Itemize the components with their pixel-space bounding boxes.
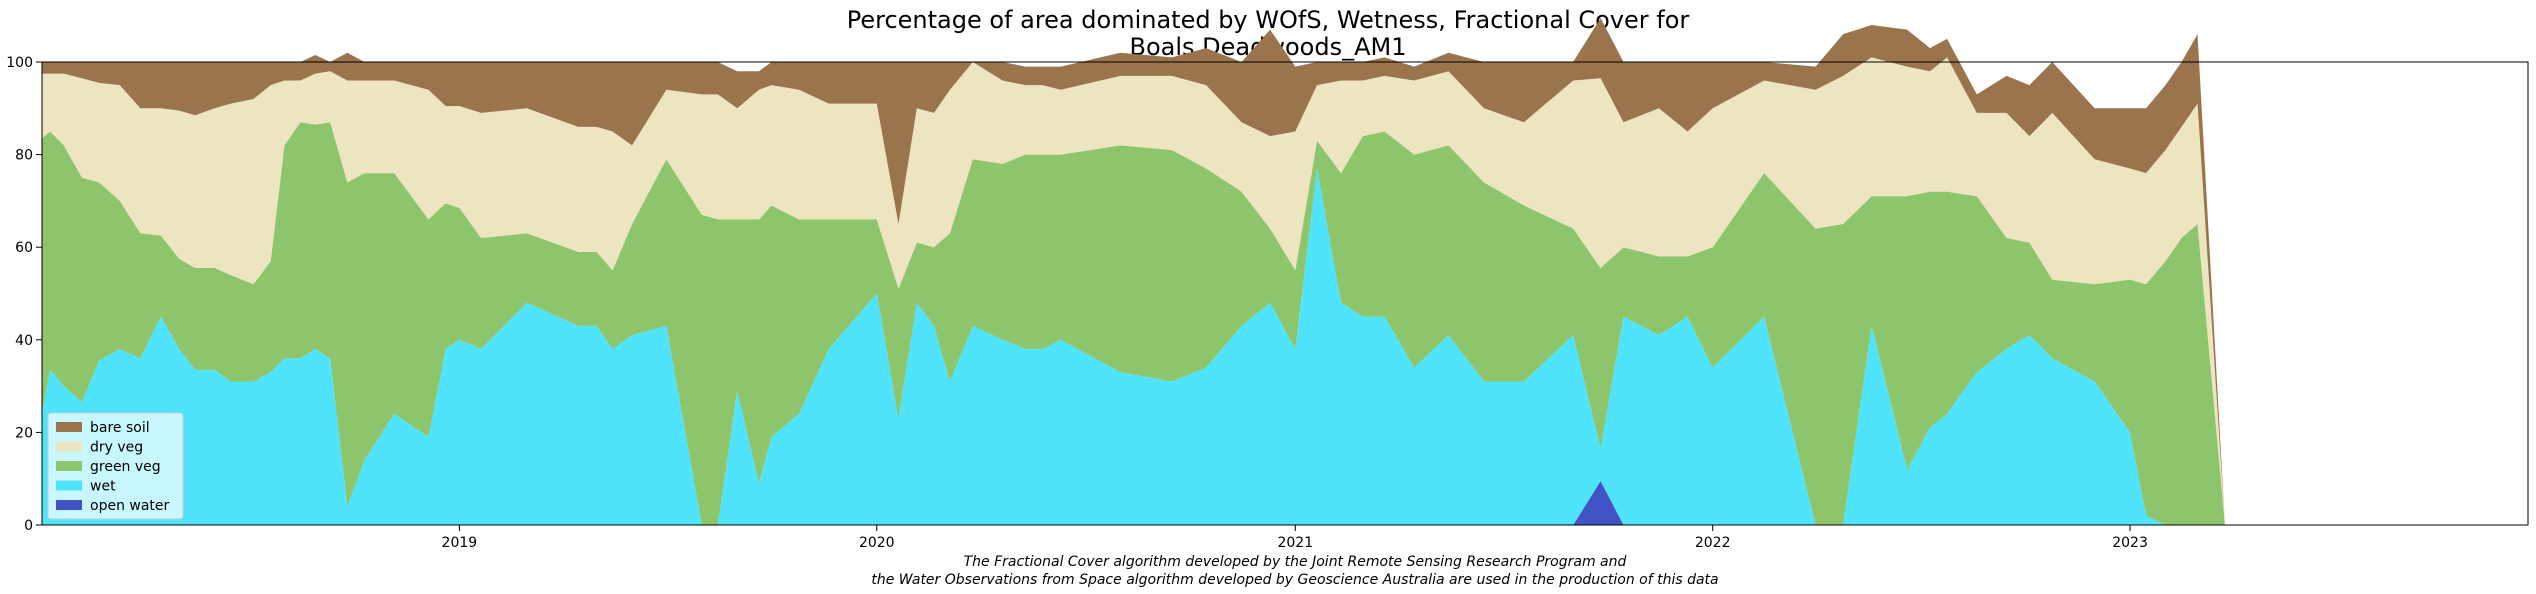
chart-title-line-1: Percentage of area dominated by WOfS, We… [847,6,1690,34]
y-tick-label-40: 40 [15,333,33,349]
legend-swatch-dry-veg [56,441,82,452]
legend-swatch-bare-soil [56,422,82,432]
legend-label-green-veg: green veg [90,459,161,475]
x-tick-label-2022: 2022 [1695,535,1731,551]
legend-swatch-wet [56,480,82,491]
plot-area [42,18,2528,526]
plot-frame [41,61,2529,526]
legend-label-bare-soil: bare soil [90,420,150,436]
x-tick-label-2023: 2023 [2112,535,2148,551]
y-tick-label-60: 60 [15,240,33,256]
area-green-veg [42,122,2528,525]
y-tick-label-0: 0 [24,518,33,534]
y-tick-label-20: 20 [15,425,33,441]
x-tick-label-2021: 2021 [1277,535,1313,551]
x-tick-label-2020: 2020 [859,535,895,551]
area-dry-veg [42,57,2528,526]
legend: bare soil dry veg green veg wet open water [47,412,184,520]
legend-label-open-water: open water [90,498,170,514]
footnote-line-2: the Water Observations from Space algori… [871,572,1718,588]
y-tick-label-100: 100 [6,55,33,71]
area-wet [42,168,2528,526]
footnote-line-1: The Fractional Cover algorithm developed… [964,554,1627,570]
legend-box [47,412,184,520]
axes: 0 20 40 60 80 100 2019 2020 2021 2022 2023 [6,55,2529,551]
x-tick-label-2019: 2019 [442,535,478,551]
area-bare-soil [42,18,2528,525]
y-tick-label-80: 80 [15,148,33,164]
legend-swatch-open-water [56,500,82,510]
legend-swatch-green-veg [56,461,82,471]
legend-label-wet: wet [90,479,116,495]
legend-label-dry-veg: dry veg [90,440,143,456]
